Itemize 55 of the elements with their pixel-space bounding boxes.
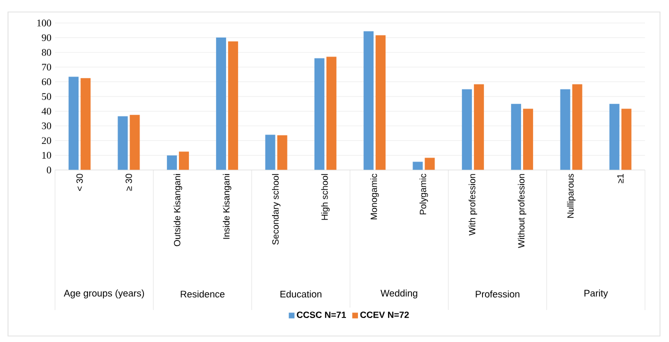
y-tick-label: 0 bbox=[46, 166, 52, 174]
x-tick-label: Monogamic bbox=[370, 174, 379, 220]
x-tick-label: With profession bbox=[468, 174, 478, 236]
bar bbox=[265, 134, 276, 170]
y-tick-label: 20 bbox=[42, 137, 52, 144]
bar bbox=[621, 108, 632, 170]
text: Education bbox=[280, 290, 322, 298]
y-tick-label: 80 bbox=[42, 49, 52, 56]
y-tick-label: 40 bbox=[42, 108, 52, 115]
bar bbox=[178, 152, 189, 170]
bar bbox=[68, 76, 79, 170]
bar bbox=[376, 35, 386, 170]
text: Age groups (years) bbox=[64, 290, 144, 298]
bar bbox=[228, 41, 238, 170]
x-tick-label: High school bbox=[321, 174, 330, 220]
bar bbox=[609, 104, 620, 170]
bar bbox=[523, 108, 534, 170]
bar bbox=[314, 58, 324, 170]
x-tick-label: Inside Kisangani bbox=[222, 174, 232, 239]
bar bbox=[130, 114, 140, 170]
bar bbox=[277, 135, 288, 170]
x-tick-label: Without profession bbox=[518, 174, 526, 248]
bar bbox=[80, 78, 91, 170]
bar bbox=[364, 31, 374, 170]
x-tick-label: Secondary school bbox=[272, 174, 280, 245]
y-tick-label: 50 bbox=[42, 93, 52, 100]
x-tick-label: ≥1 bbox=[617, 174, 624, 184]
x-tick-label: < 30 bbox=[76, 174, 83, 191]
text: Profession bbox=[476, 290, 520, 298]
y-tick-label: 10 bbox=[42, 152, 52, 159]
bar bbox=[572, 84, 582, 170]
bar bbox=[166, 155, 177, 170]
bar bbox=[560, 89, 570, 170]
bar bbox=[118, 116, 128, 170]
x-tick-label: ≥ 30 bbox=[126, 174, 132, 191]
y-tick-label: 70 bbox=[42, 64, 52, 70]
x-tick-label: Outside Kisangani bbox=[174, 174, 182, 246]
bar bbox=[412, 162, 423, 170]
x-tick-label: Nulliparous bbox=[567, 174, 576, 218]
y-tick-label: 60 bbox=[42, 78, 52, 86]
bar bbox=[474, 84, 484, 170]
y-tick-label: 100 bbox=[37, 20, 52, 26]
bar bbox=[216, 38, 226, 170]
text: Residence bbox=[180, 290, 225, 298]
y-tick-label: 30 bbox=[42, 122, 52, 130]
bar bbox=[462, 89, 472, 170]
y-tick-label: 90 bbox=[42, 34, 52, 42]
text: Parity bbox=[584, 290, 608, 298]
bar bbox=[511, 104, 522, 170]
legend-label: CCSC N=71 bbox=[296, 312, 346, 318]
legend-label: CCEV N=72 bbox=[360, 312, 409, 318]
bar bbox=[424, 158, 435, 170]
bar bbox=[326, 56, 336, 170]
x-tick-label: Polygamic bbox=[420, 174, 428, 214]
text: Wedding bbox=[380, 290, 418, 298]
